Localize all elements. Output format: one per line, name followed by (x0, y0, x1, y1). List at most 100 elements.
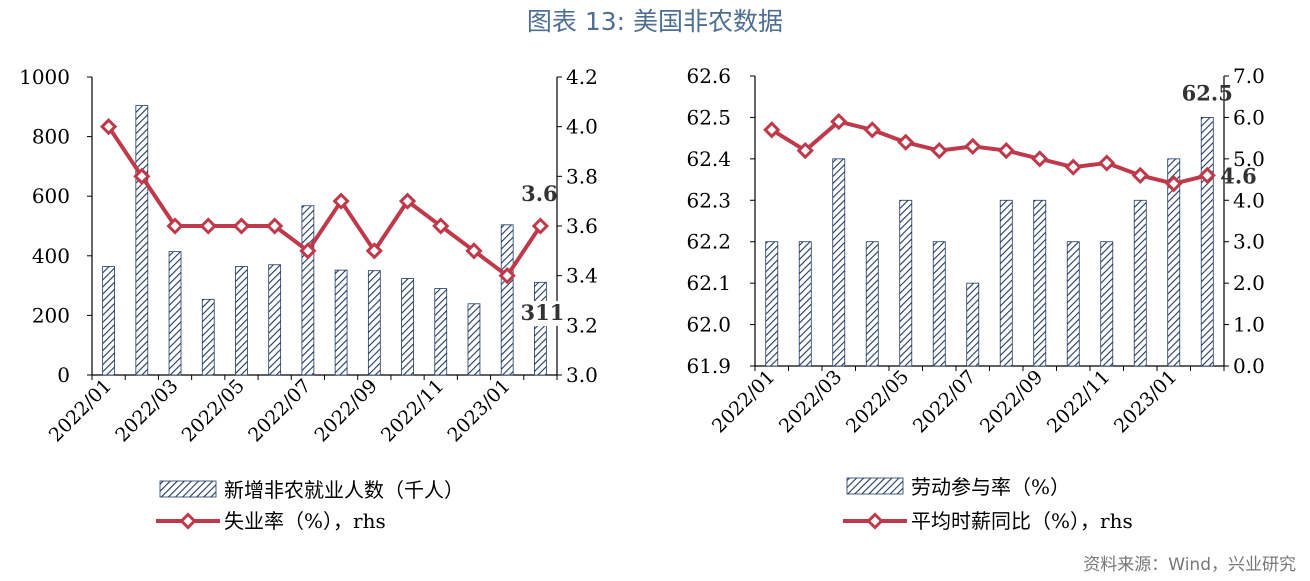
line-marker (1098, 154, 1116, 172)
x-tick-label: 2023/01 (1110, 366, 1181, 437)
x-tick-label: 2022/07 (909, 366, 980, 437)
y-left-tick-label: 62.5 (686, 105, 731, 129)
bar (168, 251, 182, 376)
line-marker (465, 242, 483, 260)
x-tick-label: 2022/09 (310, 375, 381, 446)
line-marker (266, 217, 284, 235)
bar (966, 282, 980, 367)
line-marker (1198, 166, 1216, 185)
y-right-tick-label: 3.8 (566, 164, 598, 188)
y-right-tick-label: 0.0 (1233, 354, 1265, 378)
legend-label: 劳动参与率（%） (911, 475, 1070, 499)
y-left-tick-label: 62.3 (686, 188, 731, 212)
data-label: 4.6 (1220, 163, 1257, 188)
page-title: 图表 13: 美国非农数据 (526, 7, 784, 36)
y-left-tick-label: 62.4 (686, 147, 731, 171)
y-right-tick-label: 6.0 (1233, 105, 1265, 129)
y-right-tick-label: 3.0 (566, 363, 598, 387)
line-marker (398, 192, 417, 210)
y-left-tick-label: 1000 (19, 65, 70, 89)
line-marker (1031, 150, 1049, 168)
line-marker (299, 242, 317, 260)
y-right-tick-label: 3.6 (566, 214, 598, 238)
y-right-tick-label: 7.0 (1233, 64, 1265, 88)
legend-label: 平均时薪同比（%），rhs (911, 509, 1133, 533)
bar (1100, 241, 1114, 367)
data-label: 311 (520, 300, 564, 325)
chart-labor-participation: 61.9 62.0 62.1 62.2 62.3 62.4 62.5 62.6 0.0 1.0 2.… (686, 64, 1265, 533)
y-right-tick-label: 4.0 (1233, 188, 1265, 212)
bar (401, 278, 414, 376)
bar (367, 270, 381, 376)
line-marker (498, 267, 516, 285)
line-marker (365, 242, 383, 260)
bar (798, 241, 812, 367)
legend-swatch-bar (159, 480, 217, 498)
data-label-bg (522, 301, 563, 326)
y-right-tick-label: 4.0 (566, 115, 598, 139)
bar (135, 105, 149, 376)
chart-nonfarm-payrolls: 0 200 400 600 800 1000 3.0 3.2 3.4 3.6 3.8 4.0 4.2 20… (19, 65, 598, 533)
legend-label: 失业率（%），rhs (224, 509, 386, 533)
x-tick-label: 2022/11 (1043, 366, 1114, 437)
x-tick-label: 2022/05 (842, 366, 913, 437)
y-left-tick-label: 400 (32, 244, 70, 268)
bar (1167, 158, 1181, 367)
x-tick-label: 2022/07 (244, 375, 315, 446)
bar (334, 269, 348, 376)
y-right-tick-label: 2.0 (1233, 271, 1265, 295)
y-left-tick-label: 62.0 (686, 313, 731, 337)
x-tick-label: 2022/03 (111, 375, 182, 446)
y-left-tick-label: 600 (32, 184, 70, 208)
bar (534, 281, 547, 376)
line-marker (1131, 166, 1149, 185)
line-marker (133, 167, 151, 185)
y-left-tick-label: 800 (32, 125, 70, 149)
bar (1133, 199, 1147, 367)
y-left-tick-label: 200 (32, 303, 70, 327)
source-note: 资料来源：Wind，兴业研究 (1083, 555, 1296, 575)
y-left-tick-label: 0 (57, 363, 70, 387)
y-right-tick-label: 3.2 (566, 313, 598, 337)
bar (999, 199, 1013, 367)
line-marker (166, 217, 184, 235)
bar (1066, 241, 1080, 367)
data-label: 62.5 (1182, 80, 1233, 105)
line-marker (763, 121, 781, 139)
line-marker (997, 141, 1015, 160)
line-marker (332, 192, 350, 210)
legend-swatch-bar (846, 477, 904, 495)
line-marker (964, 137, 982, 156)
bar (301, 205, 315, 376)
x-tick-label: 2022/01 (45, 375, 116, 446)
bar (235, 266, 248, 376)
legend-item-line: 失业率（%），rhs (156, 509, 386, 533)
bar (865, 241, 879, 367)
legend-item-bars: 新增非农就业人数（千人） (159, 478, 464, 502)
y-right-tick-label: 3.4 (566, 264, 598, 288)
line-marker (99, 118, 118, 136)
y-left-tick-label: 61.9 (686, 354, 731, 378)
bar (102, 266, 115, 376)
bar (467, 303, 481, 376)
y-left-tick-label: 62.6 (686, 64, 731, 88)
bar (932, 241, 946, 367)
x-tick-label: 2022/11 (377, 375, 448, 446)
legend-swatch-marker (179, 512, 197, 530)
x-tick-label: 2023/01 (443, 375, 514, 446)
legend-label: 新增非农就业人数（千人） (224, 478, 464, 502)
legend-swatch-marker (866, 512, 884, 530)
data-label: 3.6 (521, 181, 558, 206)
line-marker (830, 112, 848, 131)
line-marker (1064, 158, 1082, 176)
line-marker (432, 217, 450, 235)
line-marker (199, 217, 217, 235)
x-tick-label: 2022/03 (775, 366, 846, 437)
line-marker (232, 217, 251, 235)
bar (201, 298, 215, 376)
x-tick-label: 2022/09 (976, 366, 1047, 437)
bar (765, 241, 779, 367)
y-right-tick-label: 1.0 (1233, 313, 1265, 337)
bar (899, 199, 913, 367)
x-tick-label: 2022/05 (178, 375, 249, 446)
